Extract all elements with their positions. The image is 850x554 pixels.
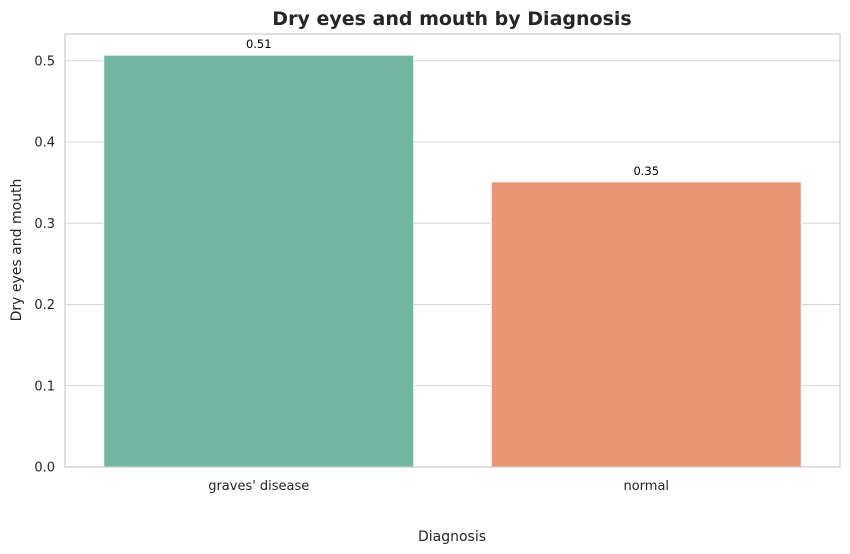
bars — [103, 54, 802, 468]
chart-title: Dry eyes and mouth by Diagnosis — [272, 8, 631, 30]
y-axis-label: Dry eyes and mouth — [9, 179, 25, 322]
y-tick-label: 0.1 — [34, 379, 55, 394]
y-tick-label: 0.5 — [34, 54, 55, 69]
x-tick-label: normal — [623, 479, 669, 494]
bar-value-label: 0.51 — [246, 37, 272, 51]
bar — [490, 181, 802, 468]
x-axis-label: Diagnosis — [418, 529, 486, 545]
y-tick-label: 0.3 — [34, 217, 55, 232]
plot-frame — [64, 33, 841, 468]
bar — [103, 54, 415, 468]
y-tick-labels: 0.0 0.1 0.2 0.3 0.4 0.5 — [34, 54, 55, 475]
y-tick-label: 0.2 — [34, 298, 55, 313]
bar-value-label: 0.35 — [633, 164, 659, 178]
y-tick-label: 0.4 — [34, 136, 55, 151]
y-tick-label: 0.0 — [34, 461, 55, 476]
x-tick-label: graves' disease — [208, 479, 309, 494]
x-tick-labels: graves' disease normal — [208, 479, 669, 494]
data-labels: 0.51 0.35 — [246, 37, 659, 178]
